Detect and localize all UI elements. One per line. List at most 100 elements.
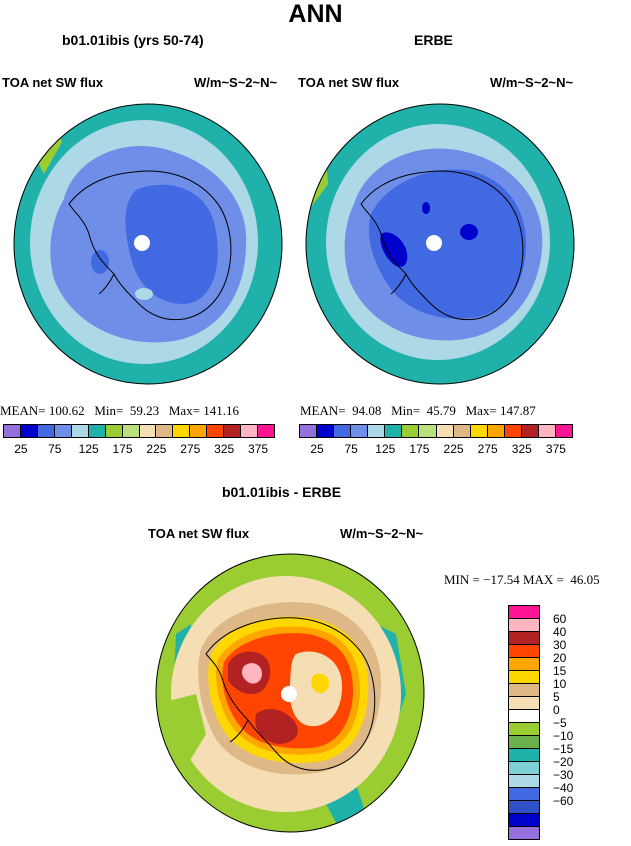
diff-min-value: −17.54 <box>483 572 520 587</box>
right-min-value: 45.79 <box>426 403 456 418</box>
right-panel-polar-map <box>305 103 575 385</box>
colorbar-swatch <box>36 424 55 438</box>
diff-max-value: 46.05 <box>570 572 600 587</box>
colorbar-swatch <box>508 644 540 658</box>
diff-panel-polar-map <box>155 553 425 833</box>
colorbar-tick-label: −10 <box>553 729 574 743</box>
left-panel-variable-label: TOA net SW flux <box>2 75 104 90</box>
colorbar-tick-label: 225 <box>146 442 167 456</box>
colorbar-swatch <box>508 774 540 788</box>
right-mean-label: MEAN= <box>300 403 346 418</box>
colorbar-swatch <box>486 424 505 438</box>
left-mean-value: 100.62 <box>48 403 85 418</box>
pole-hole <box>134 235 150 251</box>
colorbar-tick-label: 40 <box>553 625 567 639</box>
colorbar-tick-label: 325 <box>214 442 235 456</box>
colorbar-tick-label: −15 <box>553 742 574 756</box>
colorbar-swatch <box>418 424 437 438</box>
colorbar-swatch <box>508 813 540 827</box>
colorbar-swatch <box>3 424 21 438</box>
diff-colorbar <box>508 605 540 840</box>
colorbar-swatch <box>316 424 335 438</box>
diff-panel-title: b01.01ibis - ERBE <box>222 484 342 500</box>
right-max-value: 147.87 <box>500 403 536 418</box>
colorbar-swatch <box>554 424 573 438</box>
main-title: ANN <box>288 0 343 28</box>
pink-patch <box>241 663 262 684</box>
colorbar-tick-label: 20 <box>553 651 567 665</box>
colorbar-swatch <box>435 424 454 438</box>
colorbar-tick-label: 125 <box>375 442 396 456</box>
colorbar-swatch <box>172 424 191 438</box>
map-border <box>13 103 283 385</box>
colorbar-swatch <box>87 424 106 438</box>
antarctica-coastline <box>68 170 232 321</box>
right-colorbar <box>299 424 573 438</box>
antarctica-coastline <box>205 617 376 771</box>
colorbar-swatch <box>367 424 386 438</box>
colorbar-tick-label: 0 <box>553 703 560 717</box>
right-panel-variable-label: TOA net SW flux <box>298 75 400 90</box>
colorbar-swatch <box>508 631 540 645</box>
colorbar-swatch <box>508 683 540 697</box>
colorbar-swatch <box>401 424 420 438</box>
colorbar-tick-label: 75 <box>344 442 358 456</box>
colorbar-swatch <box>240 424 259 438</box>
colorbar-swatch <box>508 787 540 801</box>
colorbar-tick-label: 375 <box>545 442 566 456</box>
colorbar-tick-label: 5 <box>553 690 560 704</box>
colorbar-swatch <box>508 826 540 840</box>
colorbar-tick-label: −5 <box>553 716 567 730</box>
colorbar-swatch <box>508 696 540 710</box>
colorbar-tick-label: −20 <box>553 755 574 769</box>
right-mean-value: 94.08 <box>352 403 382 418</box>
colorbar-tick-label: 175 <box>112 442 133 456</box>
colorbar-swatch <box>508 722 540 736</box>
dark-blue-patch <box>380 232 408 268</box>
right-max-label: Max= <box>465 403 497 418</box>
pole-hole <box>426 235 442 251</box>
colorbar-swatch <box>508 761 540 775</box>
colorbar-tick-label: 175 <box>409 442 430 456</box>
left-mean-label: MEAN= <box>0 403 46 418</box>
colorbar-swatch <box>70 424 89 438</box>
colorbar-tick-label: 375 <box>248 442 269 456</box>
map-border <box>155 553 425 833</box>
colorbar-tick-label: 125 <box>78 442 99 456</box>
map-border <box>305 103 575 385</box>
left-max-value: 141.16 <box>203 403 240 418</box>
dark-blue-patch-east <box>460 224 478 240</box>
right-panel-units-label: W/m~S~2~N~ <box>490 75 574 90</box>
colorbar-swatch <box>384 424 403 438</box>
colorbar-swatch <box>537 424 556 438</box>
colorbar-swatch <box>223 424 242 438</box>
colorbar-tick-label: 75 <box>48 442 62 456</box>
right-panel-stats: MEAN= 94.08 Min= 45.79 Max= 147.87 <box>300 403 536 419</box>
colorbar-swatch <box>155 424 174 438</box>
left-panel-polar-map <box>13 103 283 385</box>
blue-peninsula-patch <box>91 250 109 274</box>
antarctica-coastline <box>360 170 524 321</box>
colorbar-tick-label: 10 <box>553 677 567 691</box>
colorbar-swatch <box>508 800 540 814</box>
colorbar-tick-label: −30 <box>553 768 574 782</box>
colorbar-tick-label: 225 <box>443 442 464 456</box>
colorbar-swatch <box>121 424 140 438</box>
pole-hole <box>281 686 297 702</box>
left-min-value: 59.23 <box>129 403 160 418</box>
colorbar-tick-label: −40 <box>553 781 574 795</box>
colorbar-swatch <box>350 424 369 438</box>
left-colorbar <box>3 424 275 438</box>
gold-interior-patch <box>311 673 330 694</box>
colorbar-swatch <box>104 424 123 438</box>
diff-max-label: MAX = <box>522 572 564 587</box>
colorbar-swatch <box>508 657 540 671</box>
colorbar-swatch <box>53 424 72 438</box>
diff-panel-units-label: W/m~S~2~N~ <box>340 526 424 541</box>
colorbar-swatch <box>469 424 488 438</box>
colorbar-tick-label: 30 <box>553 638 567 652</box>
colorbar-swatch <box>206 424 225 438</box>
light-blue-patch <box>135 288 153 300</box>
diff-min-label: MIN = <box>444 572 480 587</box>
colorbar-tick-label: 325 <box>511 442 532 456</box>
